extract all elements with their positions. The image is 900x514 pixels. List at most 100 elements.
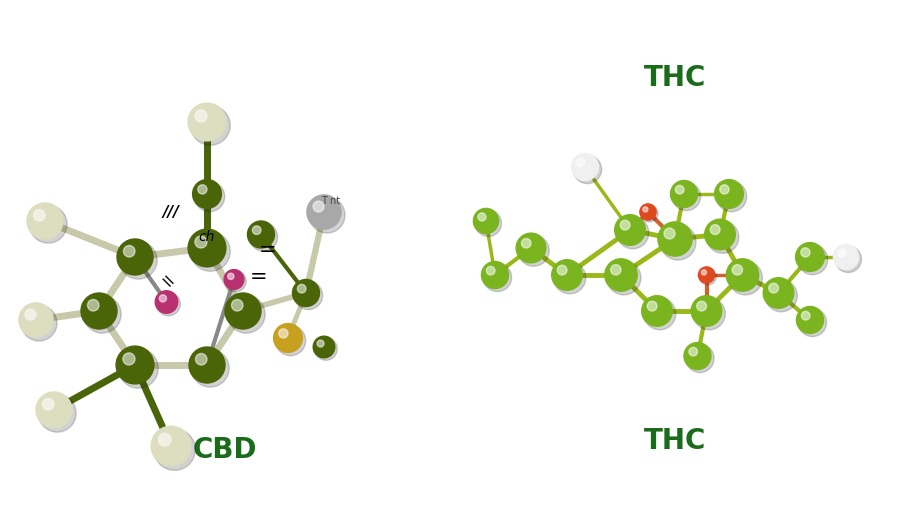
- Circle shape: [158, 433, 171, 446]
- Circle shape: [517, 233, 545, 263]
- Text: ch: ch: [198, 230, 214, 244]
- Text: THC: THC: [644, 64, 706, 91]
- Circle shape: [658, 222, 692, 256]
- Circle shape: [39, 394, 76, 432]
- Circle shape: [732, 265, 742, 275]
- Circle shape: [716, 181, 747, 212]
- Circle shape: [796, 243, 824, 271]
- Circle shape: [307, 195, 341, 229]
- Circle shape: [315, 338, 338, 360]
- Circle shape: [317, 340, 324, 347]
- Circle shape: [616, 217, 649, 249]
- Circle shape: [615, 215, 645, 245]
- Text: CBD: CBD: [193, 436, 257, 464]
- Circle shape: [643, 207, 648, 212]
- Circle shape: [120, 242, 158, 279]
- Circle shape: [576, 158, 585, 167]
- Circle shape: [36, 392, 72, 428]
- Circle shape: [275, 325, 306, 356]
- Circle shape: [672, 182, 700, 211]
- Circle shape: [159, 295, 166, 302]
- Text: ///: ///: [163, 205, 179, 219]
- Circle shape: [81, 293, 117, 329]
- Circle shape: [224, 270, 244, 289]
- Circle shape: [610, 265, 621, 275]
- Circle shape: [686, 344, 714, 373]
- Circle shape: [688, 347, 698, 356]
- Circle shape: [309, 197, 345, 233]
- Circle shape: [835, 246, 861, 272]
- Circle shape: [87, 300, 99, 311]
- Circle shape: [194, 181, 225, 212]
- Circle shape: [225, 293, 261, 329]
- Circle shape: [640, 204, 656, 220]
- Circle shape: [486, 266, 495, 275]
- Circle shape: [292, 280, 320, 306]
- Circle shape: [478, 213, 486, 221]
- Circle shape: [119, 348, 158, 388]
- Circle shape: [642, 296, 672, 326]
- Circle shape: [728, 261, 762, 295]
- Circle shape: [195, 354, 207, 365]
- Circle shape: [225, 271, 247, 291]
- Circle shape: [801, 248, 810, 257]
- Circle shape: [155, 291, 178, 313]
- Text: THC: THC: [644, 427, 706, 455]
- Circle shape: [607, 261, 641, 295]
- Circle shape: [19, 303, 53, 337]
- Circle shape: [518, 235, 549, 266]
- Circle shape: [279, 329, 288, 338]
- Circle shape: [710, 225, 720, 234]
- Text: =: =: [155, 270, 178, 293]
- Text: =: =: [250, 267, 267, 287]
- Circle shape: [188, 103, 226, 141]
- Circle shape: [763, 278, 794, 308]
- Circle shape: [228, 296, 266, 333]
- Circle shape: [475, 210, 501, 236]
- Circle shape: [647, 301, 657, 311]
- Circle shape: [769, 283, 778, 293]
- Circle shape: [765, 280, 797, 312]
- Circle shape: [557, 265, 567, 275]
- Circle shape: [33, 210, 45, 221]
- Text: =: =: [259, 240, 276, 260]
- Circle shape: [691, 296, 722, 326]
- Circle shape: [297, 284, 306, 293]
- Circle shape: [191, 105, 230, 145]
- Circle shape: [117, 239, 153, 275]
- Circle shape: [670, 180, 698, 208]
- Circle shape: [191, 231, 230, 271]
- Circle shape: [838, 249, 846, 257]
- Circle shape: [693, 298, 725, 330]
- Circle shape: [313, 336, 335, 358]
- Circle shape: [252, 226, 261, 234]
- Circle shape: [698, 267, 715, 283]
- Circle shape: [620, 220, 630, 230]
- Circle shape: [192, 350, 230, 387]
- Circle shape: [193, 179, 221, 208]
- Circle shape: [797, 245, 828, 274]
- Circle shape: [21, 305, 57, 341]
- Circle shape: [274, 324, 302, 353]
- Circle shape: [151, 426, 191, 466]
- Circle shape: [552, 260, 582, 290]
- Circle shape: [198, 185, 207, 194]
- Circle shape: [249, 223, 277, 251]
- Circle shape: [123, 246, 135, 257]
- Circle shape: [42, 398, 54, 410]
- Circle shape: [705, 219, 735, 250]
- Circle shape: [188, 229, 226, 267]
- Circle shape: [154, 429, 195, 470]
- Circle shape: [801, 311, 810, 320]
- Circle shape: [720, 185, 729, 194]
- Text: T nt: T nt: [321, 196, 340, 206]
- Circle shape: [675, 186, 684, 194]
- Circle shape: [798, 308, 826, 337]
- Circle shape: [30, 205, 68, 243]
- Circle shape: [684, 342, 711, 370]
- Circle shape: [84, 296, 122, 333]
- Circle shape: [482, 262, 508, 288]
- Circle shape: [706, 221, 739, 253]
- Circle shape: [701, 270, 706, 275]
- Circle shape: [25, 309, 36, 320]
